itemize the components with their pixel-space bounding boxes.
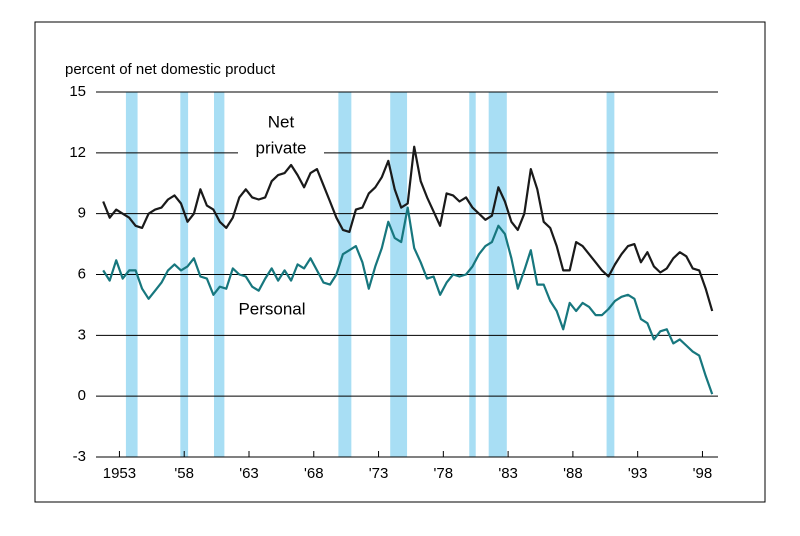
x-tick-label: 1953 bbox=[103, 465, 136, 482]
y-axis-label: percent of net domestic product bbox=[65, 61, 276, 78]
x-tick-label: '63 bbox=[239, 465, 259, 482]
series-line bbox=[102, 206, 714, 395]
annotation: Personal bbox=[238, 299, 305, 318]
x-tick-label: '98 bbox=[693, 465, 713, 482]
y-tick-label: 9 bbox=[78, 205, 86, 222]
y-tick-label: -3 bbox=[73, 448, 86, 465]
x-tick-label: '68 bbox=[304, 465, 324, 482]
annotation: Net bbox=[268, 112, 295, 131]
y-tick-label: 0 bbox=[78, 387, 86, 404]
x-tick-label: '73 bbox=[369, 465, 389, 482]
series-line bbox=[102, 145, 714, 312]
x-tick-label: '93 bbox=[628, 465, 648, 482]
y-tick-label: 12 bbox=[69, 144, 86, 161]
x-tick-label: '88 bbox=[563, 465, 583, 482]
annotation: private bbox=[255, 138, 306, 157]
y-tick-label: 3 bbox=[78, 326, 86, 343]
x-tick-label: '83 bbox=[498, 465, 518, 482]
y-tick-label: 6 bbox=[78, 265, 86, 282]
x-tick-label: '58 bbox=[174, 465, 194, 482]
frame bbox=[34, 21, 766, 503]
x-tick-label: '78 bbox=[434, 465, 454, 482]
label-backdrop bbox=[238, 137, 324, 159]
y-tick-label: 15 bbox=[69, 83, 86, 100]
